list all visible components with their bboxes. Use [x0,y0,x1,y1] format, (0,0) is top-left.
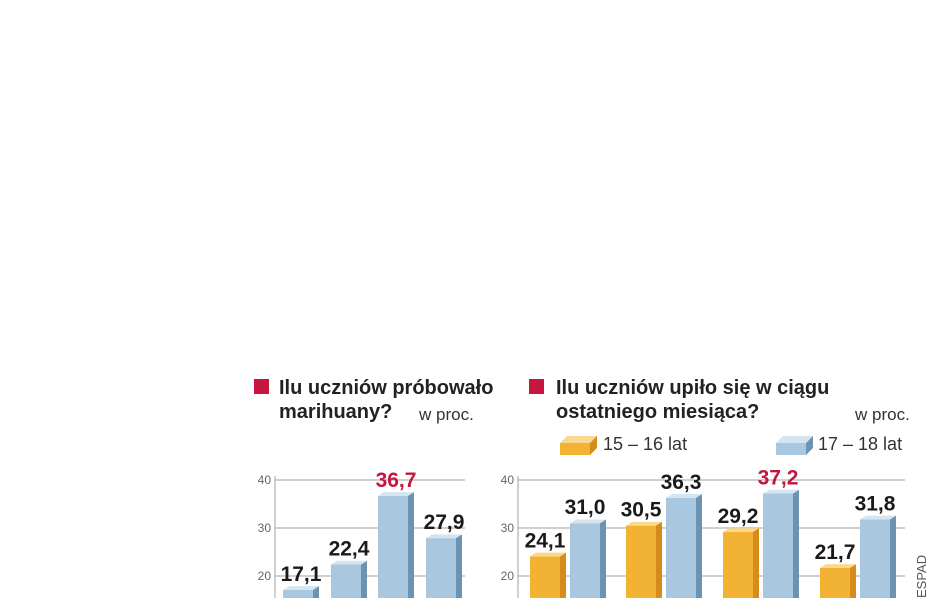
chart1-bar-3 [426,534,462,598]
chart1-bar-1-front [331,564,361,598]
chart1-bar-0-top [283,586,319,590]
chart2-bar-3-0-side [850,564,856,598]
chart1-tick-30: 30 [258,521,272,535]
chart2-value-label-0-1: 31,0 [565,496,606,519]
chart2-bar-3-1-front [860,519,890,598]
chart2-bar-0-1-front [570,523,600,598]
chart2-bar-0-0-side [560,552,566,598]
chart1-bar-2-side [408,492,414,598]
chart2-bar-2-0 [723,528,759,598]
chart2-tick-30: 30 [501,521,515,535]
chart2-bar-1-1-side [696,494,702,598]
chart1-bar-3-front [426,538,456,598]
chart2-bar-0-0 [530,552,566,598]
chart1-bar-1-side [361,560,367,598]
chart2-bar-2-0-front [723,531,753,598]
chart2-unit: w proc. [855,405,910,424]
chart1-unit: w proc. [419,405,474,424]
chart2-bar-1-1-top [666,494,702,498]
chart1-bar-1-top [331,560,367,565]
chart2-bar-2-1-front [763,493,793,598]
chart1-tick-20: 20 [258,569,272,583]
legend-label-17-18: 17 – 18 lat [818,434,903,454]
chart2-bar-2-1 [763,489,799,598]
chart2-bar-2-0-top [723,528,759,532]
chart2-bar-1-1-front [666,497,696,598]
chart2-value-label-3-1: 31,8 [855,492,896,515]
chart2-bar-1-0-top [626,521,662,526]
chart2-bar-0-1 [570,519,606,598]
chart1-bar-2-top [378,492,414,496]
chart1-value-label-1: 22,4 [329,537,370,560]
chart1-value-label-0: 17,1 [281,563,322,586]
chart2-bar-0-1-side [600,519,606,598]
chart2-title-line1: Ilu uczniów upiło się w ciągu [556,377,830,399]
chart2-upicie: 20 30 40 24,1 31,0 30,5 36,3 29,2 37,2 21,7 31,8 [501,466,905,598]
chart2-value-label-1-0: 30,5 [621,499,662,522]
chart2-value-label-1-1: 36,3 [661,471,702,494]
title-marker-1 [254,379,269,394]
chart2-title-line2: ostatniego miesiąca? [556,401,760,423]
chart2-bar-1-0 [626,521,662,598]
chart1-marihuana: 20 30 40 17,1 22,4 36,7 27,9 [258,469,465,598]
chart1-value-label-2: 36,7 [376,469,417,492]
legend-label-15-16: 15 – 16 lat [603,434,688,454]
chart2-bar-1-0-side [656,521,662,598]
chart2-bar-2-1-side [793,489,799,598]
chart2-bar-2-1-top [763,489,799,494]
chart1-title-line2: marihuany? [279,401,393,423]
legend-swatch-15-16 [560,436,597,455]
chart2-bar-2-0-side [753,528,759,598]
chart2-value-label-3-0: 21,7 [815,541,856,564]
chart1-bar-2-front [378,495,408,598]
chart2-value-label-2-1: 37,2 [758,466,799,489]
legend-swatch-17-18 [776,436,813,455]
chart2-value-label-2-0: 29,2 [718,505,759,528]
chart1-bar-3-top [426,534,462,539]
chart2-bar-1-0-front [626,525,656,598]
source-label: ESPAD [914,554,929,598]
chart2-bar-3-1-side [890,515,896,598]
chart1-bar-0-front [283,589,313,598]
chart2-bar-3-1 [860,515,896,598]
chart2-bar-3-0-front [820,567,850,598]
legend [560,436,813,455]
chart2-tick-40: 40 [501,473,515,487]
chart2-value-label-0-0: 24,1 [525,529,566,552]
chart1-bar-1 [331,560,367,598]
chart1-bar-2 [378,492,414,598]
chart2-bar-0-0-front [530,556,560,598]
chart1-tick-40: 40 [258,473,272,487]
chart2-tick-20: 20 [501,569,515,583]
chart1-title-line1: Ilu uczniów próbowało [279,377,494,399]
chart2-bar-1-1 [666,494,702,598]
chart2-bar-0-0-top [530,552,566,557]
chart2-bar-3-0-top [820,564,856,568]
chart2-bar-0-1-top [570,519,606,524]
chart1-bar-0 [283,586,319,598]
title-marker-2 [529,379,544,394]
chart1-bar-3-side [456,534,462,598]
chart2-bar-3-1-top [860,515,896,520]
chart1-value-label-3: 27,9 [424,511,465,534]
